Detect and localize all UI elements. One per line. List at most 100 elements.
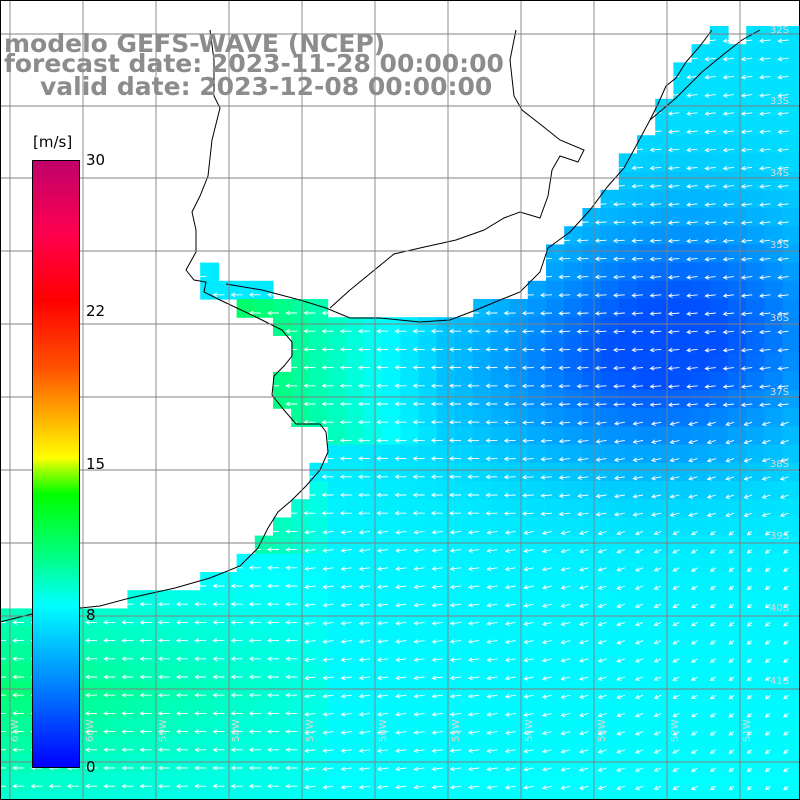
wind-arrow	[653, 530, 662, 536]
wind-arrow	[413, 748, 425, 754]
wind-arrow	[706, 494, 716, 499]
lat-label: 38S	[770, 459, 790, 470]
wind-arrow	[376, 510, 389, 516]
wind-arrow	[230, 583, 243, 589]
wind-arrow	[449, 347, 461, 352]
wind-arrow	[722, 329, 735, 335]
wind-arrow	[576, 256, 589, 262]
wind-arrow	[706, 439, 716, 445]
wind-speed-cell	[709, 481, 729, 500]
wind-arrow	[560, 730, 571, 736]
lon-label: 55W	[451, 719, 462, 742]
wind-arrow	[704, 165, 716, 171]
wind-arrow	[376, 401, 389, 407]
wind-arrow	[503, 420, 516, 425]
wind-arrow	[412, 328, 425, 334]
wind-arrow	[304, 548, 316, 553]
wind-speed-cell	[764, 735, 784, 755]
wind-arrow	[358, 584, 371, 590]
wind-arrow	[576, 365, 589, 371]
wind-arrow	[740, 238, 753, 244]
wind-arrow	[523, 584, 534, 590]
wind-arrow	[103, 692, 116, 698]
wind-speed-cell	[673, 553, 693, 573]
wind-arrow	[212, 674, 225, 680]
wind-arrow	[709, 640, 717, 645]
wind-arrow	[686, 347, 698, 353]
wind-speed-cell	[637, 681, 656, 700]
wind-arrow	[358, 456, 370, 461]
wind-arrow	[430, 365, 443, 370]
wind-arrow	[157, 674, 170, 680]
wind-arrow	[467, 419, 480, 425]
wind-arrow	[722, 366, 735, 371]
wind-arrow	[649, 347, 662, 353]
wind-arrow	[121, 674, 134, 680]
wind-arrow	[339, 383, 352, 389]
wind-arrow	[230, 692, 243, 698]
wind-arrow	[176, 656, 188, 662]
wind-arrow	[321, 383, 334, 389]
wind-arrow	[176, 674, 188, 680]
wind-speed-cell	[309, 790, 329, 800]
wind-arrow	[194, 783, 207, 789]
wind-arrow	[579, 767, 589, 772]
wind-arrow	[594, 220, 607, 225]
wind-speed-cell	[637, 590, 656, 609]
wind-arrow	[558, 438, 571, 444]
wind-speed-cell	[527, 790, 547, 800]
wind-arrow	[560, 748, 571, 754]
wind-arrow	[686, 184, 698, 189]
wind-arrow	[704, 220, 716, 226]
wind-arrow	[632, 493, 644, 499]
wind-arrow	[340, 766, 352, 772]
wind-arrow	[777, 311, 789, 317]
wind-arrow	[777, 38, 789, 44]
wind-arrow	[413, 548, 425, 553]
wind-arrow	[321, 419, 334, 425]
lon-label: 61W	[10, 719, 21, 742]
wind-arrow	[376, 383, 389, 389]
wind-arrow	[395, 766, 407, 772]
wind-arrow	[485, 456, 498, 462]
wind-speed-cell	[728, 626, 747, 646]
wind-arrow	[467, 456, 480, 461]
wind-arrow	[579, 530, 589, 536]
wind-arrow	[632, 457, 644, 463]
wind-arrow	[667, 384, 680, 389]
wind-arrow	[486, 584, 498, 590]
wind-arrow	[669, 457, 680, 463]
wind-speed-cell	[746, 590, 765, 609]
wind-arrow	[560, 694, 571, 699]
wind-arrow	[540, 438, 553, 444]
wind-arrow	[649, 311, 662, 316]
wind-speed-cell	[600, 517, 620, 537]
wind-arrow	[704, 402, 716, 408]
wind-speed-cell	[382, 790, 401, 800]
wind-speed-cell	[673, 608, 693, 628]
wind-arrow	[394, 365, 407, 370]
wind-arrow	[230, 674, 243, 680]
wind-arrow	[523, 621, 534, 626]
wind-arrow	[449, 456, 461, 461]
wind-speed-cell	[728, 790, 747, 800]
wind-arrow	[322, 675, 334, 681]
wind-arrow	[304, 712, 316, 717]
wind-arrow	[303, 310, 316, 316]
wind-speed-cell	[728, 444, 747, 464]
wind-arrow	[631, 220, 644, 225]
wind-arrow	[631, 293, 644, 298]
wind-arrow	[467, 657, 480, 663]
wind-arrow	[779, 476, 789, 481]
wind-arrow	[616, 676, 625, 681]
wind-arrow	[616, 712, 625, 718]
wind-arrow	[176, 692, 188, 698]
wind-speed-cell	[782, 517, 800, 537]
wind-arrow	[743, 457, 753, 463]
wind-speed-cell	[582, 553, 602, 573]
wind-arrow	[672, 603, 680, 608]
wind-arrow	[560, 621, 571, 627]
wind-arrow	[340, 657, 352, 663]
wind-speed-cell	[728, 754, 747, 773]
